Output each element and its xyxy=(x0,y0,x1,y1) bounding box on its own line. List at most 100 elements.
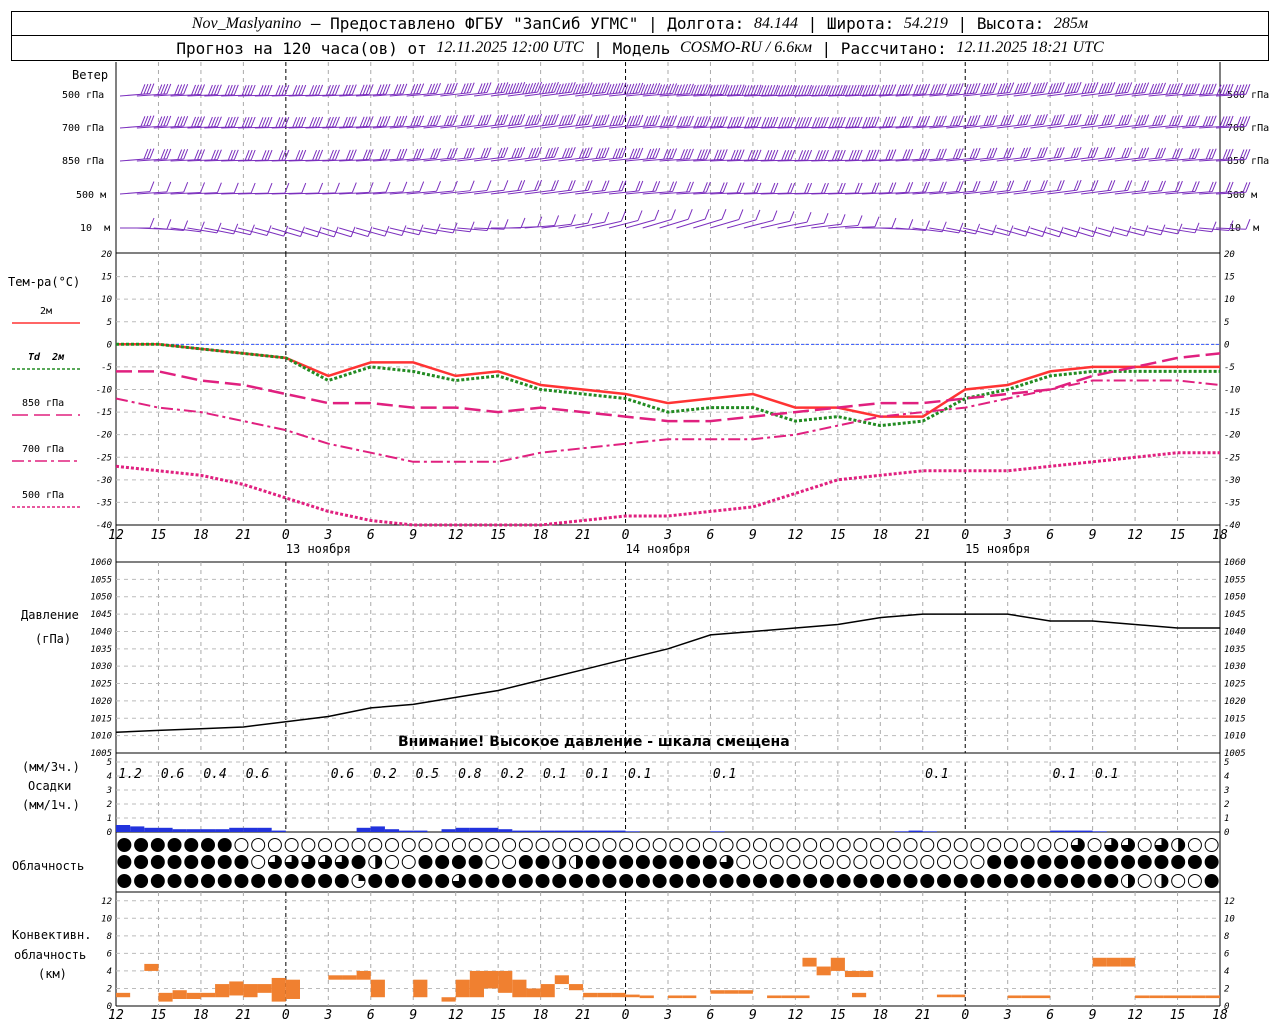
cloud-symbol xyxy=(168,856,181,869)
cloud-symbol xyxy=(1188,839,1201,852)
cloud-symbol xyxy=(235,856,248,869)
cloud-symbol xyxy=(452,839,465,852)
precip-y-tick-right: 1 xyxy=(1224,814,1229,824)
cloud-symbol xyxy=(971,875,984,888)
cloud-symbol xyxy=(620,856,633,869)
cloud-symbol xyxy=(285,875,298,888)
cloud-symbol xyxy=(687,875,700,888)
x-tick-label-bottom: 3 xyxy=(1003,1008,1012,1023)
x-tick-label: 15 xyxy=(1170,528,1186,543)
x-tick-label-bottom: 6 xyxy=(1046,1008,1054,1023)
precip-bar xyxy=(498,829,512,832)
precip-3h-sum: 0.6 xyxy=(246,767,270,782)
x-tick-label-bottom: 12 xyxy=(448,1008,464,1023)
cloud-symbol-fill xyxy=(359,875,366,882)
conv-cloud-bar xyxy=(682,995,696,998)
x-tick-label-bottom: 9 xyxy=(749,1008,757,1023)
precip-3h-sum: 0.6 xyxy=(331,767,355,782)
cloud-symbol-fill xyxy=(1161,875,1168,888)
cloud-symbol xyxy=(854,856,867,869)
cloud-symbol xyxy=(185,856,198,869)
wind-barb-shaft xyxy=(980,158,1010,161)
precip-3h-sum: 0.2 xyxy=(373,767,397,782)
temp-y-tick: -30 xyxy=(96,476,112,486)
x-tick-label-bottom: 18 xyxy=(533,1008,549,1023)
precip-bar xyxy=(484,828,498,832)
x-tick-label-bottom: 18 xyxy=(872,1008,888,1023)
cloud-symbol xyxy=(519,856,532,869)
cloud-symbol xyxy=(503,875,516,888)
cloud-symbol xyxy=(1105,856,1118,869)
wind-barb-feather xyxy=(605,212,609,222)
x-tick-label-bottom: 15 xyxy=(151,1008,167,1023)
cloud-symbol xyxy=(419,856,432,869)
temp-y-tick: -20 xyxy=(96,431,112,441)
conv-cloud-bar xyxy=(626,995,640,998)
conv-cloud-bar xyxy=(767,995,781,998)
cloud-symbol xyxy=(218,839,231,852)
x-tick-label: 6 xyxy=(1046,528,1054,543)
wind-barb-feather xyxy=(858,215,862,225)
cloud-symbol xyxy=(1105,875,1118,888)
wind-barb-shaft xyxy=(660,219,689,228)
wind-barb-shaft xyxy=(710,219,739,228)
cloud-symbol xyxy=(1138,875,1151,888)
precip-bar xyxy=(894,831,908,832)
precip-bar xyxy=(116,825,130,832)
cloud-symbol xyxy=(118,856,131,869)
x-tick-label: 3 xyxy=(323,528,332,543)
cloud-symbol xyxy=(1172,856,1185,869)
cloud-symbol xyxy=(636,856,649,869)
cloud-symbol xyxy=(1004,856,1017,869)
day-label: 15 ноября xyxy=(965,542,1030,556)
precip-bar xyxy=(258,828,272,832)
pressure-y-tick-right: 1030 xyxy=(1224,662,1246,672)
cloud-symbol xyxy=(787,875,800,888)
x-tick-label: 15 xyxy=(830,528,846,543)
conv-cloud-bar xyxy=(845,971,859,977)
precip-3h-sum: 0.1 xyxy=(713,767,736,782)
conv-cloud-bar xyxy=(859,971,873,977)
cloud-symbol xyxy=(570,839,583,852)
precip-bar xyxy=(456,828,470,832)
precip-bar xyxy=(1064,831,1078,832)
cloud-symbol xyxy=(837,856,850,869)
cloud-symbol xyxy=(636,839,649,852)
cloud-symbol xyxy=(268,839,281,852)
x-tick-label: 12 xyxy=(1127,528,1143,543)
precip-y-tick-right: 0 xyxy=(1224,828,1229,838)
cloud-symbol xyxy=(954,875,967,888)
cloud-symbol xyxy=(469,875,482,888)
wind-barb-feather xyxy=(487,180,491,190)
conv-cloud-bar xyxy=(1206,995,1220,998)
conv-cloud-bar xyxy=(1121,958,1135,967)
temp-y-tick: -25 xyxy=(96,453,112,463)
wind-barb-shaft xyxy=(1047,190,1077,194)
precip-y-tick: 2 xyxy=(107,800,112,810)
cloud-symbol xyxy=(570,875,583,888)
wind-barb-feather xyxy=(1009,226,1013,236)
conv-y-tick-right: 8 xyxy=(1224,932,1229,942)
cloud-symbol xyxy=(469,856,482,869)
cloud-symbol xyxy=(1155,856,1168,869)
precip-bar xyxy=(201,829,215,832)
cloud-symbol xyxy=(754,856,767,869)
x-tick-label-bottom: 9 xyxy=(409,1008,417,1023)
wind-barb-feather xyxy=(790,211,794,221)
precip-bar xyxy=(399,831,413,832)
cloud-symbol xyxy=(971,856,984,869)
cloud-symbol xyxy=(402,839,415,852)
precip-bar xyxy=(923,831,937,832)
precip-bar xyxy=(583,831,597,832)
cloud-symbol xyxy=(536,856,549,869)
cloud-symbol xyxy=(1122,856,1135,869)
conv-cloud-bar xyxy=(1163,995,1177,998)
x-tick-label: 18 xyxy=(872,528,888,543)
cloud-symbol xyxy=(904,875,917,888)
x-tick-label-bottom: 15 xyxy=(1170,1008,1186,1023)
wind-barb-feather xyxy=(841,214,845,224)
x-tick-label-bottom: 21 xyxy=(915,1008,931,1023)
precip-bar xyxy=(1093,831,1107,832)
x-tick-label: 15 xyxy=(490,528,506,543)
wind-barb-feather xyxy=(538,217,542,227)
